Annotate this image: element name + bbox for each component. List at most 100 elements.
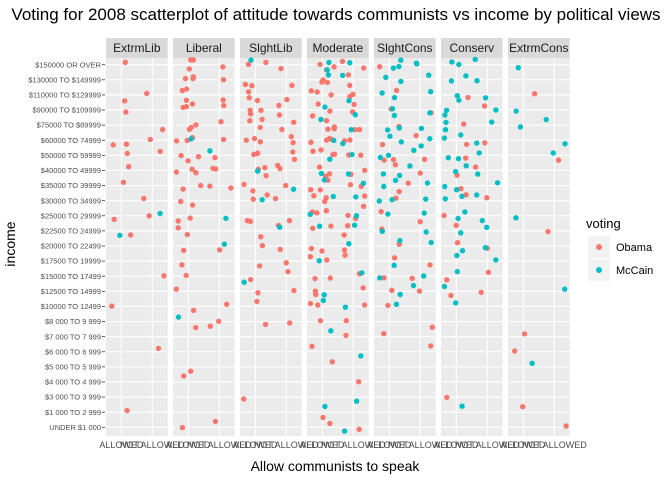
data-point-mccain (428, 89, 434, 95)
data-point-obama (123, 141, 130, 147)
data-point-obama (288, 133, 294, 140)
data-point-mccain (418, 125, 425, 132)
data-point-obama (188, 124, 194, 131)
data-point-obama (212, 154, 218, 161)
data-point-obama (124, 150, 130, 157)
data-point-obama (184, 86, 190, 92)
data-point-obama (322, 198, 328, 205)
y-tick-label: $50000 TO 59999 (41, 151, 101, 160)
data-point-obama (393, 87, 400, 94)
data-point-obama (323, 208, 330, 214)
data-point-obama (193, 122, 199, 128)
facet-strip (173, 38, 235, 58)
legend-title: voting (586, 216, 621, 231)
data-point-mccain (441, 283, 448, 290)
data-point-obama (287, 320, 293, 326)
data-point-obama (185, 158, 191, 164)
y-axis-title: income (2, 221, 18, 266)
data-point-obama (109, 303, 115, 309)
chart-title: Voting for 2008 scatterplot of attitude … (11, 5, 660, 24)
data-point-mccain (188, 136, 194, 142)
data-point-obama (251, 135, 258, 142)
data-point-obama (481, 103, 488, 109)
data-point-mccain (396, 125, 402, 131)
data-point-mccain (341, 428, 348, 434)
x-tick-label: NOT ALLOWED (455, 440, 520, 450)
data-point-obama (241, 181, 247, 188)
data-point-obama (247, 218, 254, 224)
data-point-obama (212, 418, 219, 425)
data-point-mccain (411, 147, 417, 153)
data-point-mccain (442, 196, 448, 202)
data-point-mccain (428, 239, 434, 246)
facet-strip (441, 38, 503, 58)
data-point-obama (189, 166, 195, 172)
data-point-obama (342, 252, 348, 258)
data-point-obama (347, 137, 353, 143)
facet-strip (240, 38, 302, 58)
data-point-mccain (442, 112, 448, 118)
data-point-obama (286, 218, 293, 224)
legend-symbol-obama (596, 244, 602, 250)
data-point-obama (328, 223, 334, 229)
data-point-obama (173, 138, 180, 144)
data-point-obama (512, 348, 518, 354)
data-point-obama (325, 126, 331, 132)
data-point-obama (255, 290, 261, 296)
data-point-obama (314, 89, 320, 95)
y-tick-label: $75000 TO $89999 (37, 121, 101, 130)
data-point-obama (390, 156, 397, 163)
data-point-obama (264, 192, 270, 198)
data-point-mccain (543, 116, 549, 123)
x-tick-label: ALLOWED (233, 440, 278, 450)
data-point-obama (563, 423, 569, 429)
data-point-mccain (396, 172, 403, 179)
data-point-obama (360, 285, 366, 291)
data-point-obama (319, 248, 325, 254)
data-point-obama (463, 192, 469, 198)
data-point-mccain (381, 183, 387, 190)
data-point-obama (262, 165, 268, 171)
data-point-mccain (476, 150, 482, 156)
data-point-mccain (472, 56, 478, 63)
data-point-obama (247, 107, 253, 114)
y-tick-label: $22500 TO 24999 (41, 226, 101, 235)
data-point-mccain (462, 209, 468, 215)
data-point-obama (120, 179, 127, 185)
data-point-mccain (322, 104, 328, 110)
data-point-obama (421, 156, 428, 162)
data-point-obama (248, 276, 254, 283)
data-point-obama (324, 79, 331, 86)
data-point-obama (327, 108, 333, 114)
panel-background (508, 58, 570, 436)
data-point-mccain (387, 133, 393, 139)
data-point-obama (309, 343, 315, 349)
data-point-obama (183, 97, 190, 104)
data-point-mccain (449, 59, 455, 65)
facet-strip (106, 38, 168, 58)
x-tick-label: NOT ALLOWED (187, 440, 252, 450)
data-point-obama (329, 359, 335, 365)
y-tick-label: $7 000 TO 7 999 (45, 332, 101, 341)
data-point-obama (157, 148, 163, 155)
legend-label-obama: Obama (616, 242, 653, 254)
data-point-mccain (475, 171, 481, 177)
data-point-obama (461, 121, 467, 127)
data-point-obama (161, 273, 167, 279)
data-point-mccain (427, 110, 433, 116)
data-point-obama (242, 81, 249, 88)
data-point-obama (391, 255, 398, 261)
data-point-mccain (515, 65, 521, 71)
data-point-obama (317, 187, 323, 193)
panel-background (307, 58, 369, 436)
x-axis-title: Allow communists to speak (251, 458, 421, 474)
data-point-obama (324, 257, 330, 263)
data-point-mccain (353, 213, 360, 219)
data-point-obama (389, 287, 395, 293)
data-point-obama (187, 215, 193, 221)
data-point-obama (245, 89, 252, 95)
data-point-obama (144, 90, 150, 97)
